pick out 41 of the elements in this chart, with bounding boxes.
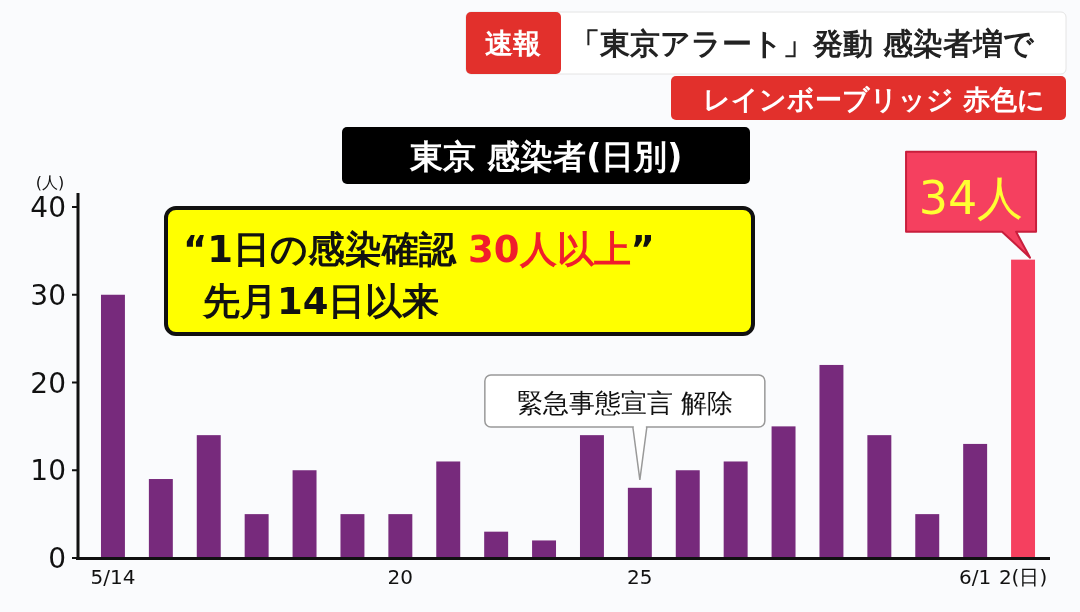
bar: [819, 364, 844, 558]
bar: [388, 514, 413, 558]
data-label: 34人: [918, 170, 1024, 225]
y-tick-label: 40: [30, 191, 66, 224]
bar: [532, 540, 557, 558]
annotation: 先月14日以来: [202, 280, 440, 323]
bar: [771, 426, 796, 558]
bar: [867, 435, 892, 558]
bar: [627, 487, 652, 558]
chart-title: 東京 感染者(日別): [408, 137, 683, 176]
x-tick-label: 5/14: [90, 565, 136, 589]
bar: [484, 531, 509, 558]
annotation: 30人以上: [468, 228, 631, 271]
y-tick-label: 20: [30, 366, 66, 400]
bar: [675, 470, 700, 558]
x-tick-label: 25: [627, 565, 653, 589]
y-axis-title: (人): [35, 173, 65, 192]
bar: [436, 461, 461, 558]
text: 「東京アラート」発動 感染者増で: [570, 26, 1036, 61]
x-tick-label: 20: [387, 565, 414, 589]
x-tick-label: 6/1: [959, 565, 992, 589]
y-tick-label: 0: [48, 542, 66, 575]
bar: [292, 470, 317, 558]
y-tick-label: 10: [30, 454, 66, 488]
bar: [196, 435, 221, 558]
y-tick-label: 30: [30, 278, 66, 312]
bar: [579, 435, 604, 558]
bar: [148, 479, 173, 558]
text: レインボーブリッジ 赤色に: [702, 84, 1045, 115]
text: 速報: [485, 27, 541, 60]
bar: [963, 443, 988, 558]
bar: [723, 461, 748, 558]
bar: [244, 514, 269, 558]
bar: [915, 514, 940, 558]
x-tick-label: 2(日): [998, 565, 1048, 589]
annotation: “1日の感染確認: [183, 228, 458, 271]
bar: [1011, 259, 1036, 558]
annotation: ”: [630, 228, 655, 271]
bar: [100, 294, 125, 558]
annotation: 緊急事態宣言 解除: [516, 388, 733, 418]
bar: [340, 514, 365, 558]
